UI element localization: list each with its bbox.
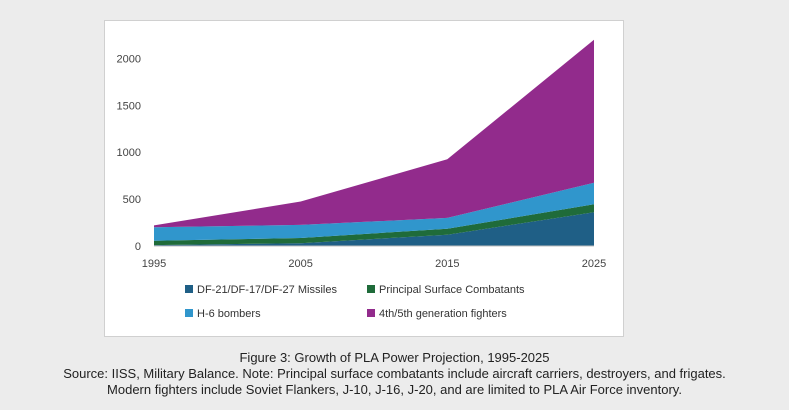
y-tick-label: 2000	[117, 53, 141, 65]
caption-fighters-note: Modern fighters include Soviet Flankers,…	[107, 382, 682, 397]
legend-swatch	[185, 285, 193, 293]
area-series-1	[154, 212, 594, 246]
legend-swatch	[367, 309, 375, 317]
y-tick-label: 1500	[117, 100, 141, 112]
legend-label: H-6 bombers	[197, 308, 261, 320]
chart-area: 0 500 1000 1500 2000 1995 2005 2015 2025 DF-21/…	[104, 20, 624, 337]
y-tick-label: 0	[135, 241, 141, 253]
legend-swatch	[367, 285, 375, 293]
chart-plot: 0 500 1000 1500 2000 1995 2005 2015 2025 DF-21/…	[117, 39, 606, 320]
x-tick-label: 2025	[582, 258, 606, 270]
area-series-2	[154, 204, 594, 246]
area-series-4	[154, 39, 594, 228]
legend-swatch	[185, 309, 193, 317]
legend-label: 4th/5th generation fighters	[379, 308, 507, 320]
x-tick-label: 2015	[435, 258, 459, 270]
legend-label: Principal Surface Combatants	[379, 284, 525, 296]
y-tick-label: 500	[123, 194, 141, 206]
caption-title: Figure 3: Growth of PLA Power Projection…	[239, 350, 550, 365]
legend-label: DF-21/DF-17/DF-27 Missiles	[197, 284, 337, 296]
caption-source-note: Source: IISS, Military Balance. Note: Pr…	[63, 366, 726, 381]
y-tick-label: 1000	[117, 147, 141, 159]
area-series-3	[154, 182, 594, 241]
x-tick-label: 1995	[142, 258, 166, 270]
figure-caption: Figure 3: Growth of PLA Power Projection…	[0, 350, 789, 398]
x-tick-label: 2005	[288, 258, 312, 270]
